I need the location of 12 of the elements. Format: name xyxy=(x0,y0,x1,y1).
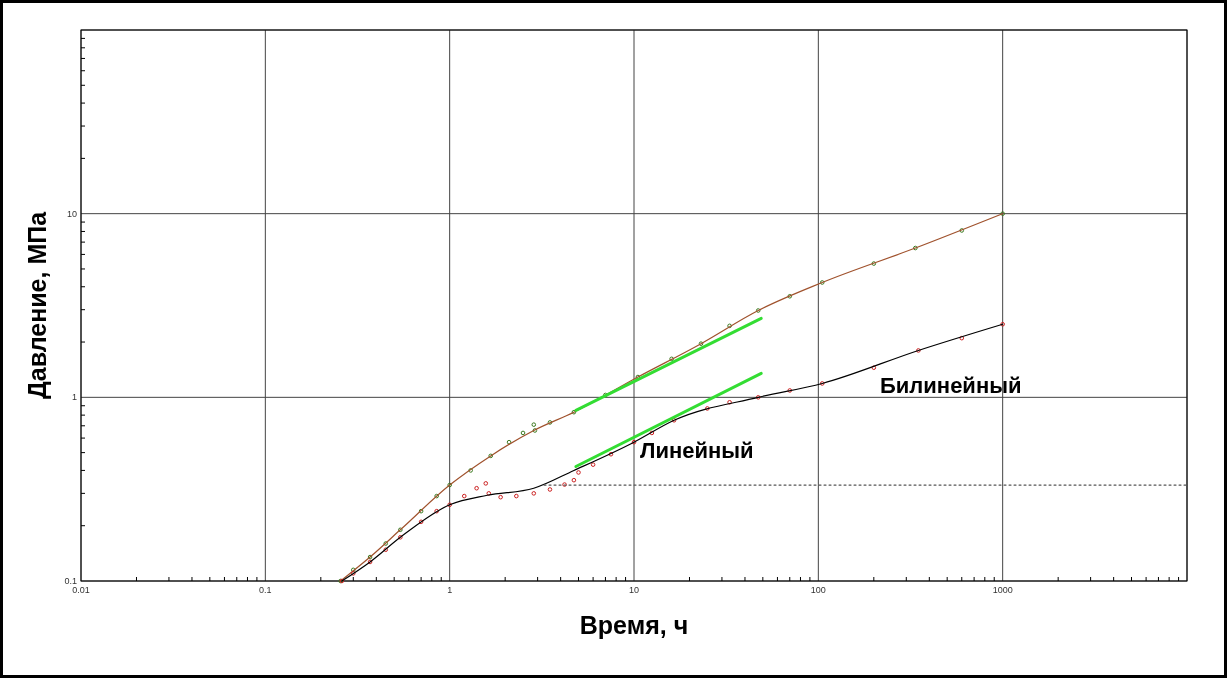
x-tick-label: 1 xyxy=(447,585,453,595)
x-tick-label: 10 xyxy=(628,585,640,595)
y-tick-label: 10 xyxy=(66,208,77,219)
x-tick-label: 100 xyxy=(810,585,826,595)
x-tick-label: 0.01 xyxy=(72,585,90,595)
y-tick-label: 1 xyxy=(71,392,77,403)
x-tick-label: 1000 xyxy=(992,585,1013,595)
x-axis-title: Время, ч xyxy=(579,611,689,639)
annotation: Линейный xyxy=(640,438,754,463)
y-tick-label: 0.1 xyxy=(64,576,77,586)
x-tick-label: 0.1 xyxy=(259,585,272,595)
y-axis-title: Давление, МПа xyxy=(23,210,51,400)
